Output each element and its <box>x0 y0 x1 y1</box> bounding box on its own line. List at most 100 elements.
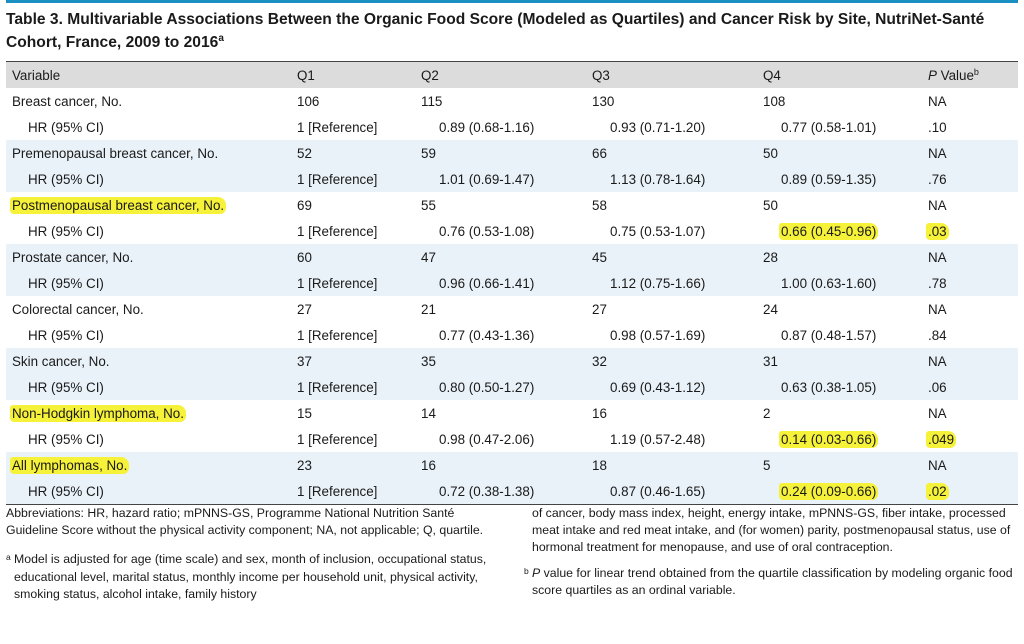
cell-variable-text: HR (95% CI) <box>28 379 104 395</box>
cell-q3-text: 0.69 (0.43-1.12) <box>610 379 706 395</box>
cell-p-value: .84 <box>928 322 1018 348</box>
cell-q2: 115 <box>421 88 592 114</box>
cell-q4: 0.24 (0.09-0.66) <box>763 478 928 504</box>
cell-p-value-text: NA <box>928 301 947 317</box>
cell-q3: 32 <box>592 348 763 374</box>
table-row: Breast cancer, No. 106 115 130 108 NA <box>6 88 1018 114</box>
cell-q3-text: 1.19 (0.57-2.48) <box>610 431 706 447</box>
cell-q2-text: 16 <box>421 457 436 473</box>
cell-variable: HR (95% CI) <box>6 114 289 140</box>
cell-q1-text: 1 [Reference] <box>297 483 378 499</box>
data-table: Variable Q1 Q2 Q3 Q4 P Valueb Breast can… <box>6 62 1018 504</box>
cell-q3-text: 130 <box>592 93 615 109</box>
cell-q1: 69 <box>289 192 421 218</box>
header-q3: Q3 <box>592 67 610 83</box>
cell-q4-text: 5 <box>763 457 771 473</box>
cell-q1-text: 1 [Reference] <box>297 275 378 291</box>
cell-q4: 0.63 (0.38-1.05) <box>763 374 928 400</box>
cell-q4-text: 50 <box>763 145 778 161</box>
cell-q4: 0.87 (0.48-1.57) <box>763 322 928 348</box>
header-p-rest: Value <box>936 67 974 83</box>
cell-q4: 108 <box>763 88 928 114</box>
cell-variable: Breast cancer, No. <box>6 88 289 114</box>
highlighted-cell-p-value-text: .02 <box>926 482 949 500</box>
cell-q1-text: 106 <box>297 93 320 109</box>
table-row: Non-Hodgkin lymphoma, No. 15 14 16 2 NA <box>6 400 1018 426</box>
cell-variable: HR (95% CI) <box>6 478 289 504</box>
cell-q2: 14 <box>421 400 592 426</box>
cell-p-value-text: .06 <box>928 379 947 395</box>
cell-q1-text: 69 <box>297 197 312 213</box>
cell-q3-text: 0.75 (0.53-1.07) <box>610 223 706 239</box>
table-row: HR (95% CI) 1 [Reference] 0.98 (0.47-2.06)… <box>6 426 1018 452</box>
cell-q1-text: 37 <box>297 353 312 369</box>
table-row: Premenopausal breast cancer, No. 52 59 66 50… <box>6 140 1018 166</box>
cell-q4-text: 2 <box>763 405 771 421</box>
cell-q3-text: 0.93 (0.71-1.20) <box>610 119 706 135</box>
cell-q4-text: 0.87 (0.48-1.57) <box>781 327 877 343</box>
cell-q4-text: 28 <box>763 249 778 265</box>
cell-q1-text: 23 <box>297 457 312 473</box>
table-row: HR (95% CI) 1 [Reference] 0.77 (0.43-1.36)… <box>6 322 1018 348</box>
cell-q3-text: 16 <box>592 405 607 421</box>
cell-q1: 1 [Reference] <box>289 114 421 140</box>
cell-variable-text: Breast cancer, No. <box>12 93 123 109</box>
cell-q4: 0.77 (0.58-1.01) <box>763 114 928 140</box>
cell-q1: 37 <box>289 348 421 374</box>
cell-p-value: .02 <box>926 478 1018 504</box>
cell-q1: 60 <box>289 244 421 270</box>
highlighted-cell-p-value-text: .03 <box>926 222 949 240</box>
cell-p-value: .06 <box>928 374 1018 400</box>
cell-q4-text: 0.63 (0.38-1.05) <box>781 379 877 395</box>
cell-p-value-text: .76 <box>928 171 947 187</box>
footnote-b-body: value for linear trend obtained from the… <box>532 565 1013 597</box>
cell-q4: 28 <box>763 244 928 270</box>
cell-q3: 45 <box>592 244 763 270</box>
cell-p-value-text: NA <box>928 197 947 213</box>
cell-variable: HR (95% CI) <box>6 426 289 452</box>
footnote-a: a Model is adjusted for age (time scale)… <box>6 551 504 603</box>
table-row: HR (95% CI) 1 [Reference] 0.96 (0.66-1.41)… <box>6 270 1018 296</box>
cell-q1: 1 [Reference] <box>289 478 421 504</box>
cell-q1: 27 <box>289 296 421 322</box>
cell-q2: 0.80 (0.50-1.27) <box>421 374 592 400</box>
cell-q1-text: 1 [Reference] <box>297 379 378 395</box>
cell-q2: 0.77 (0.43-1.36) <box>421 322 592 348</box>
table-row: Skin cancer, No. 37 35 32 31 NA <box>6 348 1018 374</box>
cell-q3: 1.19 (0.57-2.48) <box>592 426 763 452</box>
header-p-value: P Valueb <box>928 62 1018 88</box>
cell-p-value-text: NA <box>928 457 947 473</box>
cell-q2: 21 <box>421 296 592 322</box>
cell-variable: Skin cancer, No. <box>6 348 289 374</box>
cell-q3-text: 18 <box>592 457 607 473</box>
cell-variable: Prostate cancer, No. <box>6 244 289 270</box>
cell-variable: Non-Hodgkin lymphoma, No. <box>6 400 289 426</box>
cell-q4: 31 <box>763 348 928 374</box>
cell-q2-text: 0.98 (0.47-2.06) <box>439 431 535 447</box>
cell-p-value: .78 <box>928 270 1018 296</box>
cell-p-value: NA <box>928 192 1018 218</box>
cell-q2-text: 59 <box>421 145 436 161</box>
cell-q2-text: 55 <box>421 197 436 213</box>
cell-q4-text: 50 <box>763 197 778 213</box>
table-row: HR (95% CI) 1 [Reference] 1.01 (0.69-1.47)… <box>6 166 1018 192</box>
cell-q3-text: 0.87 (0.46-1.65) <box>610 483 706 499</box>
cell-q3-text: 1.12 (0.75-1.66) <box>610 275 706 291</box>
cell-q1-text: 52 <box>297 145 312 161</box>
cell-variable-text: HR (95% CI) <box>28 223 104 239</box>
cell-p-value-text: NA <box>928 353 947 369</box>
cell-q2: 0.98 (0.47-2.06) <box>421 426 592 452</box>
cell-q1-text: 27 <box>297 301 312 317</box>
cell-variable-text: HR (95% CI) <box>28 483 104 499</box>
cell-q1: 1 [Reference] <box>289 166 421 192</box>
header-variable: Variable <box>12 67 61 83</box>
cell-q4: 50 <box>763 140 928 166</box>
highlighted-cell-p-value-text: .049 <box>926 430 957 448</box>
cell-p-value-text: .78 <box>928 275 947 291</box>
highlighted-cell-variable-text: Non-Hodgkin lymphoma, No. <box>10 404 186 422</box>
cell-q1: 15 <box>289 400 421 426</box>
footnote-b: b P value for linear trend obtained from… <box>524 565 1022 599</box>
table-title-text: Table 3. Multivariable Associations Betw… <box>6 11 985 51</box>
cell-q3: 16 <box>592 400 763 426</box>
cell-q4-text: 108 <box>763 93 786 109</box>
